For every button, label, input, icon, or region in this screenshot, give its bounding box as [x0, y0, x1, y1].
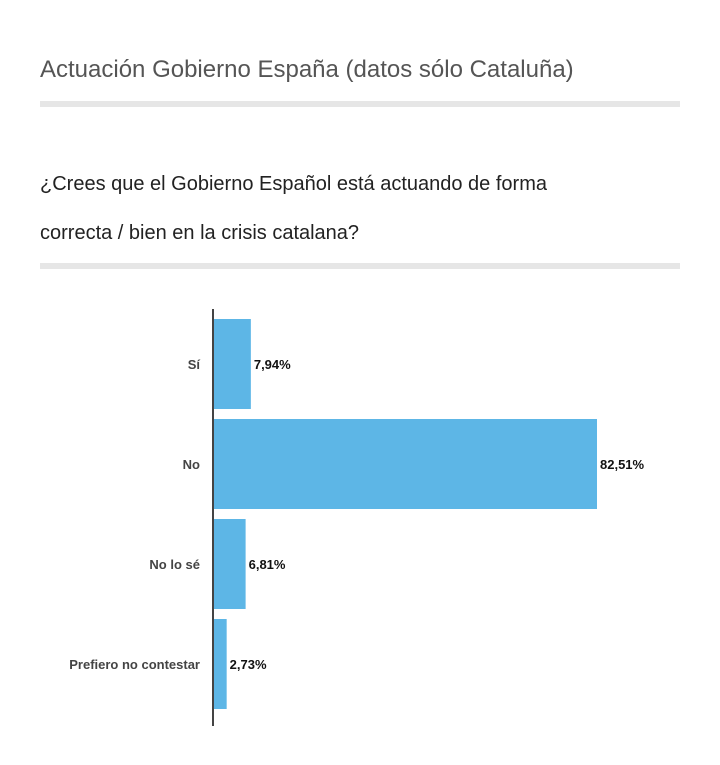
- bar-2: [214, 519, 246, 609]
- category-label: Sí: [188, 357, 201, 372]
- title-divider: [40, 101, 680, 107]
- value-label: 82,51%: [600, 457, 645, 472]
- bar-1: [214, 419, 597, 509]
- category-label: Prefiero no contestar: [69, 657, 200, 672]
- page-title: Actuación Gobierno España (datos sólo Ca…: [40, 56, 574, 83]
- question-line-2: correcta / bien en la crisis catalana?: [40, 222, 360, 244]
- question-divider: [40, 263, 680, 269]
- category-label: No lo sé: [149, 557, 200, 572]
- bar-0: [214, 319, 251, 409]
- category-label: No: [183, 457, 200, 472]
- value-label: 6,81%: [249, 557, 286, 572]
- question-line-1: ¿Crees que el Gobierno Español está actu…: [40, 173, 547, 195]
- bar-3: [214, 619, 227, 709]
- value-label: 2,73%: [230, 657, 267, 672]
- value-label: 7,94%: [254, 357, 291, 372]
